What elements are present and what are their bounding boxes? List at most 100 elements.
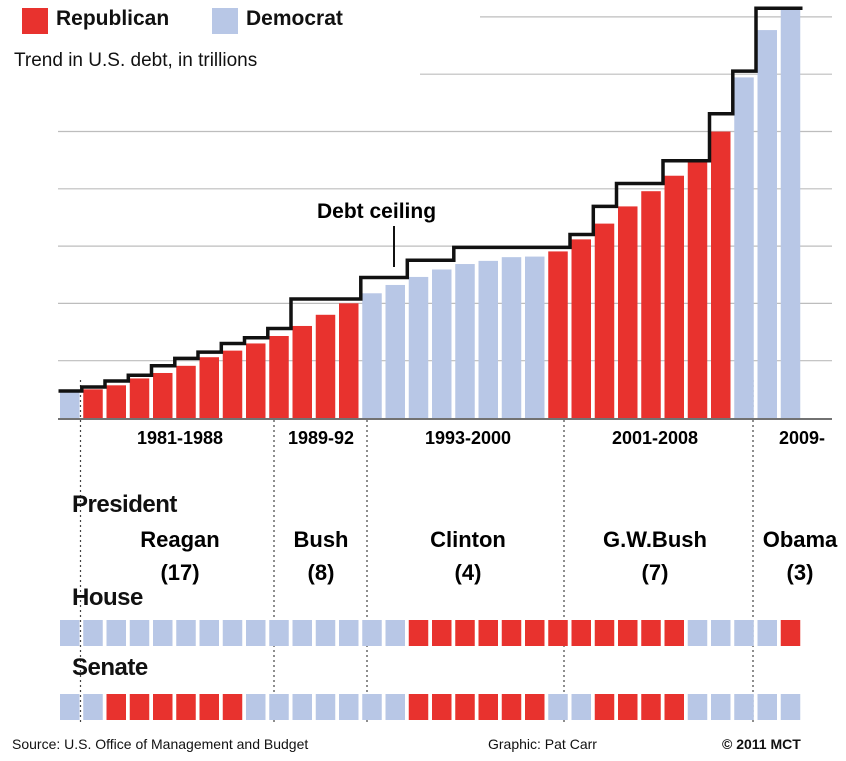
debt-bar (269, 336, 289, 418)
debt-bar (176, 365, 196, 418)
legend-democrat-swatch (212, 8, 238, 34)
senate-control-cell (641, 694, 661, 720)
legend-democrat-label: Democrat (246, 7, 343, 30)
house-control-cell (780, 620, 801, 646)
senate-control-row (60, 694, 801, 720)
house-control-cell (83, 620, 103, 646)
president-name: Bush (294, 527, 349, 552)
house-control-cell (641, 620, 661, 646)
house-control-cell (106, 620, 126, 646)
debt-bar (618, 206, 638, 418)
house-control-cell (571, 620, 591, 646)
senate-control-cell (246, 694, 266, 720)
president-name: Clinton (430, 527, 506, 552)
debt-bar (757, 30, 777, 418)
house-control-cell (315, 620, 336, 646)
debt-bar (780, 8, 801, 418)
house-control-cell (757, 620, 777, 646)
house-control-cell (455, 620, 475, 646)
debt-bar (734, 77, 754, 418)
debt-bar (664, 175, 684, 418)
senate-control-cell (153, 694, 173, 720)
senate-control-cell (501, 694, 522, 720)
legend-republican-label: Republican (56, 7, 170, 30)
senate-control-cell (292, 694, 312, 720)
house-control-cell (664, 620, 684, 646)
senate-control-cell (687, 694, 708, 720)
senate-control-cell (525, 694, 545, 720)
president-veto-count: (4) (455, 560, 482, 585)
senate-control-cell (618, 694, 638, 720)
house-control-cell (525, 620, 545, 646)
senate-control-cell (711, 694, 731, 720)
senate-control-cell (594, 694, 615, 720)
senate-control-cell (455, 694, 475, 720)
debt-ceiling-line (58, 6, 803, 393)
house-control-cell (711, 620, 731, 646)
president-veto-count: (8) (308, 560, 335, 585)
debt-bar (455, 264, 475, 418)
debt-bar (478, 260, 498, 418)
senate-control-cell (478, 694, 498, 720)
debt-bar (711, 131, 731, 418)
debt-bar (687, 161, 708, 418)
debt-bar (385, 284, 405, 418)
senate-control-cell (106, 694, 126, 720)
senate-control-cell (199, 694, 219, 720)
house-heading: House (72, 584, 143, 611)
house-control-cell (199, 620, 219, 646)
debt-bar (222, 350, 243, 418)
period-years-label: 2009- (779, 428, 825, 448)
debt-bar (246, 343, 266, 418)
house-control-cell (734, 620, 754, 646)
debt-bar (525, 256, 545, 418)
debt-bar (548, 251, 568, 418)
senate-control-cell (60, 694, 80, 720)
house-control-cell (246, 620, 266, 646)
house-control-cell (269, 620, 289, 646)
house-control-cell (153, 620, 173, 646)
debt-bar (594, 223, 615, 418)
house-control-cell (176, 620, 196, 646)
period-years-label: 2001-2008 (612, 428, 698, 448)
debt-bar (153, 372, 173, 418)
period-years-label: 1981-1988 (137, 428, 223, 448)
house-control-cell (222, 620, 243, 646)
senate-control-cell (176, 694, 196, 720)
president-name: Reagan (140, 527, 219, 552)
house-control-row (60, 620, 801, 646)
president-veto-count: (17) (160, 560, 199, 585)
house-control-cell (478, 620, 498, 646)
senate-control-cell (362, 694, 382, 720)
house-control-cell (339, 620, 359, 646)
president-veto-count: (7) (642, 560, 669, 585)
debt-ceiling-label: Debt ceiling (317, 200, 436, 223)
house-control-cell (687, 620, 708, 646)
debt-bars (60, 8, 801, 418)
senate-control-cell (269, 694, 289, 720)
graphic-credit: Graphic: Pat Carr (488, 736, 597, 752)
house-control-cell (618, 620, 638, 646)
chart-subtitle: Trend in U.S. debt, in trillions (14, 50, 258, 71)
senate-control-cell (571, 694, 591, 720)
period-years-label: 1989-92 (288, 428, 354, 448)
debt-bar (315, 314, 336, 418)
copyright: © 2011 MCT (722, 736, 801, 752)
president-veto-count: (3) (787, 560, 814, 585)
president-name: G.W.Bush (603, 527, 707, 552)
debt-bar (129, 378, 150, 418)
house-control-cell (60, 620, 80, 646)
house-control-cell (385, 620, 405, 646)
source-note: Source: U.S. Office of Management and Bu… (12, 736, 309, 752)
senate-control-cell (385, 694, 405, 720)
senate-control-cell (129, 694, 150, 720)
debt-bar (339, 303, 359, 418)
senate-control-cell (664, 694, 684, 720)
senate-control-cell (432, 694, 452, 720)
debt-bar (641, 191, 661, 418)
senate-control-cell (408, 694, 429, 720)
senate-control-cell (757, 694, 777, 720)
debt-bar (501, 257, 522, 418)
debt-bar (292, 325, 312, 418)
